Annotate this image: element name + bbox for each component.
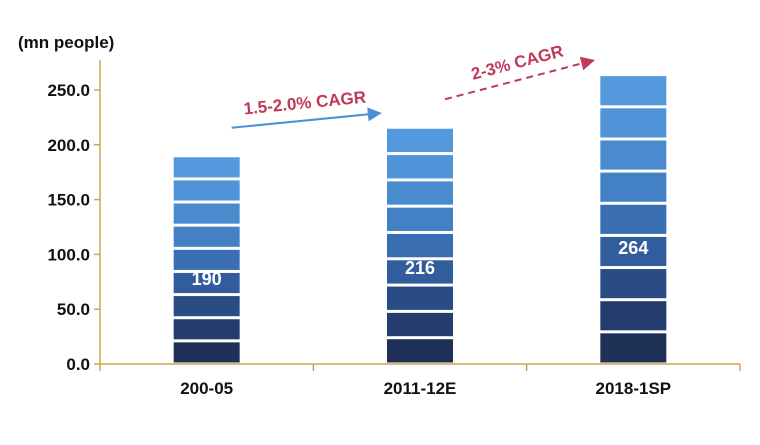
bar-segment [600,172,667,202]
cagr-label: 2-3% CAGR [469,41,565,83]
bar-segment [600,301,667,331]
bar-segment [173,249,240,270]
bar-segment [387,312,453,337]
annotations: 1.5-2.0% CAGR 2-3% CAGR [231,41,596,129]
bar-value-label: 216 [405,258,435,278]
bar-segment [173,180,240,201]
bar-segment [600,140,667,170]
cagr-arrow [231,107,382,129]
y-tick-label: 0.0 [66,355,90,374]
y-tick-label: 150.0 [47,191,90,210]
bar-segment [387,207,453,231]
bar-value-label: 264 [618,238,648,258]
x-tick-label: 2011-12E [384,379,457,398]
bar-segment [600,236,667,267]
bars: 190 216 264 [173,76,667,363]
bar-segment [387,155,453,179]
bar-segment [600,76,667,106]
bar-segment [600,108,667,138]
y-tick-label: 200.0 [47,136,90,155]
bar-segment [173,226,240,247]
cagr-arrow [444,56,596,101]
bar-segment [173,296,240,317]
bar-segment [173,342,240,363]
bar: 190 [173,157,240,363]
bar-segment [387,181,453,205]
x-axis: 200-05 2011-12E 2018-1SP [99,363,741,398]
bar: 216 [387,128,453,363]
bar: 264 [600,76,667,363]
bar-segment [387,260,453,284]
bar-segment [600,269,667,299]
bar-value-label: 190 [192,269,222,289]
y-tick-label: 50.0 [57,300,90,319]
bar-segment [600,333,667,363]
bar-segment [600,204,667,234]
y-tick-label: 100.0 [47,245,90,264]
y-axis: 0.0 50.0 100.0 150.0 200.0 250.0 [47,60,101,374]
bar-segment [387,128,453,153]
bar-segment [173,272,240,294]
x-tick-label: 200-05 [180,379,233,398]
bar-segment [387,286,453,310]
bar-segment [387,233,453,258]
x-tick-label: 2018-1SP [596,379,672,398]
bar-segment [173,157,240,178]
bar-segment [173,203,240,224]
y-tick-label: 250.0 [47,81,90,100]
bar-segment [387,339,453,363]
bar-segment [173,319,240,340]
cagr-label: 1.5-2.0% CAGR [243,88,367,119]
unit-label: (mn people) [18,33,114,52]
